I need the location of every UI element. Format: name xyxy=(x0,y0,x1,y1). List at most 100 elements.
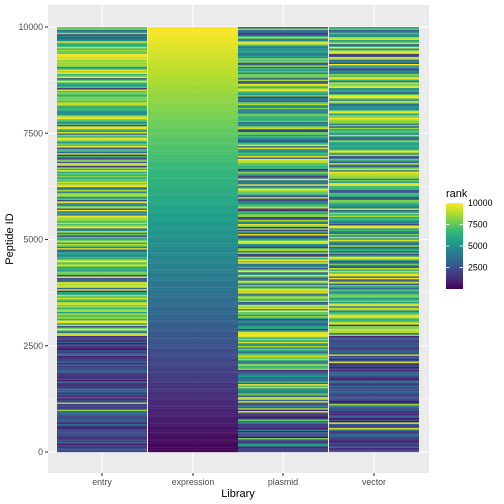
heat-cell xyxy=(238,311,328,314)
heat-cell xyxy=(238,65,328,67)
heat-cell xyxy=(238,42,328,45)
heat-cell xyxy=(57,124,147,127)
heat-cell xyxy=(329,82,419,84)
heat-cell xyxy=(238,185,328,188)
heat-cell xyxy=(329,270,419,273)
heat-cell xyxy=(238,415,328,417)
heat-cell xyxy=(148,28,238,30)
heat-cell xyxy=(57,426,147,429)
heat-cell xyxy=(329,73,419,76)
heat-cell xyxy=(57,427,147,430)
heat-cell xyxy=(148,303,238,305)
heat-cell xyxy=(148,89,238,91)
heat-cell xyxy=(238,153,328,155)
heat-cell xyxy=(238,344,328,346)
heat-cell xyxy=(238,147,328,149)
heat-cell xyxy=(148,223,238,226)
heat-cell xyxy=(57,375,147,378)
heat-cell xyxy=(148,357,238,359)
heat-cell xyxy=(238,416,328,419)
heat-cell xyxy=(148,232,238,234)
heat-cell xyxy=(238,89,328,91)
heat-cell xyxy=(148,87,238,90)
heat-cell xyxy=(329,209,419,212)
heat-cell xyxy=(57,300,147,302)
heat-cell xyxy=(148,256,238,259)
heat-cell xyxy=(329,389,419,392)
heat-cell xyxy=(148,253,238,256)
heat-cell xyxy=(238,188,328,191)
heat-cell xyxy=(329,45,419,47)
heat-cell xyxy=(238,282,328,284)
heat-cell xyxy=(329,202,419,205)
heat-cell xyxy=(329,86,419,89)
heat-cell xyxy=(148,177,238,179)
heat-cell xyxy=(148,228,238,230)
heat-cell xyxy=(329,182,419,185)
heat-cell xyxy=(57,334,147,336)
heat-cell xyxy=(148,136,238,138)
heat-cell xyxy=(57,85,147,87)
heat-cell xyxy=(148,323,238,325)
heat-cell xyxy=(57,117,147,120)
heat-cell xyxy=(238,78,328,80)
heat-cell xyxy=(329,175,419,178)
heat-cell xyxy=(329,87,419,90)
heat-cell xyxy=(329,61,419,63)
heat-cell xyxy=(329,163,419,165)
heat-cell xyxy=(329,143,419,145)
heat-cell xyxy=(148,263,238,266)
heat-cell xyxy=(148,231,238,233)
heat-cell xyxy=(148,36,238,39)
heat-cell xyxy=(329,385,419,387)
heat-cell xyxy=(238,87,328,90)
heat-cell xyxy=(238,161,328,164)
heat-cell xyxy=(238,231,328,233)
heat-cell xyxy=(238,218,328,220)
heat-cell xyxy=(238,337,328,339)
heat-cell xyxy=(329,137,419,140)
heat-cell xyxy=(57,158,147,161)
heat-cell xyxy=(57,369,147,372)
heat-cell xyxy=(238,351,328,353)
heat-cell xyxy=(57,450,147,453)
heat-cell xyxy=(57,405,147,407)
heat-cell xyxy=(329,355,419,358)
heat-cell xyxy=(329,136,419,138)
heat-cell xyxy=(238,48,328,50)
heat-cell xyxy=(238,267,328,270)
heat-cell xyxy=(238,266,328,268)
heat-cell xyxy=(238,270,328,273)
heat-cell xyxy=(148,150,238,152)
heat-cell xyxy=(238,172,328,175)
heat-cell xyxy=(148,44,238,46)
heat-cell xyxy=(148,245,238,247)
heat-cell xyxy=(57,76,147,79)
heat-cell xyxy=(148,265,238,267)
heat-cell xyxy=(148,367,238,369)
heat-cell xyxy=(148,39,238,42)
heat-cell xyxy=(57,42,147,45)
heat-cell xyxy=(148,439,238,441)
heat-cell xyxy=(329,178,419,181)
heat-cell xyxy=(148,55,238,57)
heat-cell xyxy=(238,354,328,356)
heat-cell xyxy=(329,242,419,244)
heat-cell xyxy=(329,222,419,225)
heat-cell xyxy=(57,233,147,236)
heat-cell xyxy=(148,310,238,312)
x-tick-label: plasmid xyxy=(268,477,298,487)
heat-cell xyxy=(148,82,238,84)
heat-cell xyxy=(148,69,238,72)
heat-cell xyxy=(238,222,328,225)
heat-cell xyxy=(329,318,419,321)
heat-cell xyxy=(238,374,328,376)
heat-cell xyxy=(57,263,147,266)
heat-cell xyxy=(329,66,419,69)
heat-cell xyxy=(238,439,328,441)
heat-cell xyxy=(238,124,328,127)
heat-cell xyxy=(238,80,328,83)
heat-cell xyxy=(329,440,419,443)
heat-cell xyxy=(148,199,238,202)
heat-cell xyxy=(329,174,419,176)
